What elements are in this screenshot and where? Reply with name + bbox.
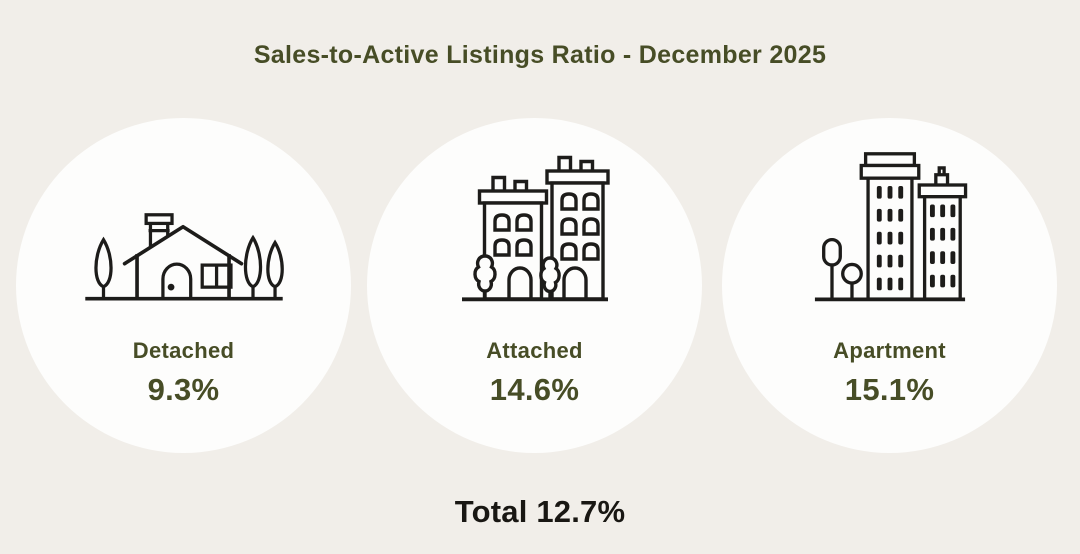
card-label-attached: Attached — [486, 338, 583, 363]
category-circle-apartment: Apartment 15.1% — [722, 118, 1057, 453]
apartment-towers-icon — [812, 145, 968, 302]
card-value-attached: 14.6% — [489, 372, 580, 407]
category-circle-attached: Attached 14.6% — [367, 118, 702, 453]
card-value-apartment: 15.1% — [844, 372, 935, 407]
detached-house-icon — [82, 145, 286, 302]
page-title: Sales-to-Active Listings Ratio - Decembe… — [253, 41, 827, 69]
category-circle-detached: Detached 9.3% — [16, 118, 351, 453]
attached-townhouses-icon — [460, 145, 610, 302]
card-label-apartment: Apartment — [833, 338, 946, 363]
card-label-detached: Detached — [132, 338, 235, 363]
total-ratio-text: Total 12.7% — [454, 494, 626, 529]
card-value-detached: 9.3% — [147, 372, 220, 407]
